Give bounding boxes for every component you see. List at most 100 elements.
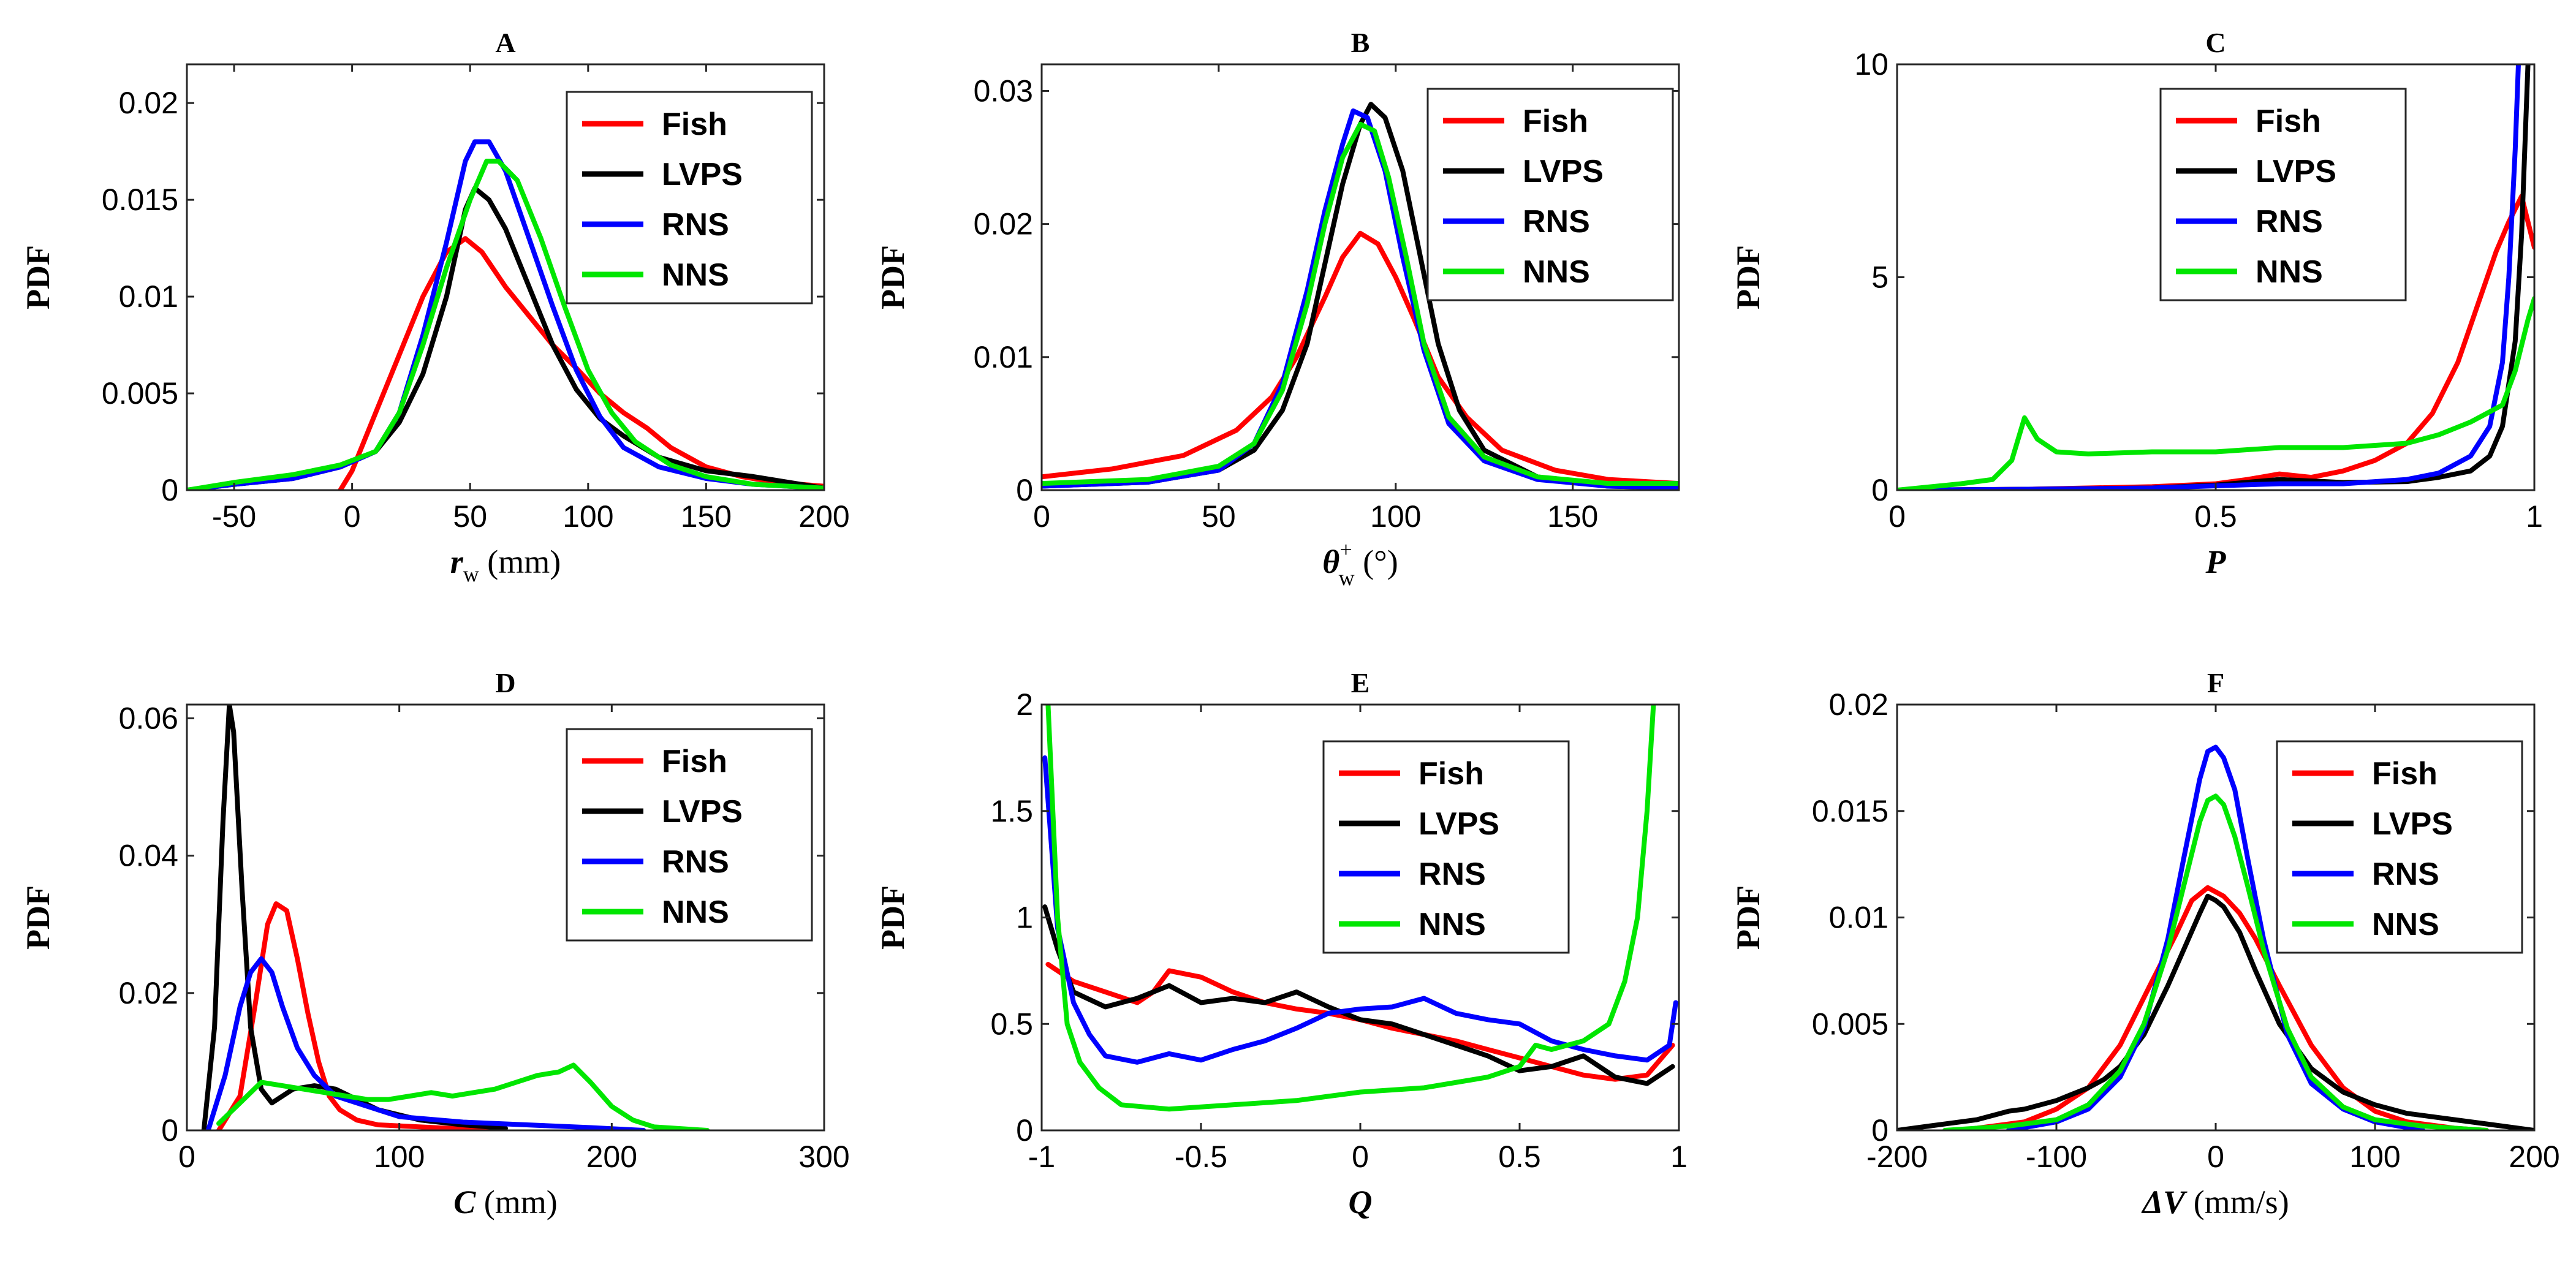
series-group — [1897, 744, 2534, 1130]
y-tick-label: 0.01 — [1829, 901, 1888, 935]
legend-box — [2276, 740, 2523, 954]
legend-label-nns: NNS — [2256, 254, 2323, 290]
y-tick-label: 0 — [1871, 1113, 1888, 1148]
plot-frame — [186, 63, 825, 491]
y-tick-label: 0.02 — [119, 86, 178, 120]
y-axis-label: PDF — [20, 885, 56, 950]
series-line-fish — [1958, 885, 2489, 1130]
panel-title: B — [1351, 27, 1370, 58]
y-tick-label: 0.02 — [119, 976, 178, 1010]
x-tick-label: 0.5 — [1498, 1140, 1541, 1174]
series-line-lvps — [1897, 893, 2534, 1130]
x-tick-label: -0.5 — [1175, 1140, 1227, 1174]
legend-label-fish: Fish — [2372, 756, 2438, 792]
x-tick-label: 50 — [453, 499, 487, 534]
x-axis-label: ΔV (mm/s) — [2141, 1184, 2289, 1220]
y-tick-label: 0.005 — [1812, 1007, 1888, 1041]
y-tick-label: 0 — [1016, 473, 1033, 507]
panel-a: -50 0 50 100 150 200 0 0.005 0.01 0.015 0.02 A PDF rw… — [20, 27, 850, 586]
y-tick-label: 0.02 — [974, 207, 1033, 241]
x-tick-label: 0 — [178, 1140, 195, 1174]
x-axis-label: P — [2205, 543, 2227, 580]
legend-label-lvps: LVPS — [2256, 154, 2336, 189]
panel-d: 0 100 200 300 0 0.02 0.04 0.06 D PDF C (mm) Fish LVP… — [20, 667, 850, 1220]
series-group — [187, 139, 824, 490]
x-axis-variable: ΔV — [2141, 1184, 2188, 1220]
legend-label-nns: NNS — [1419, 907, 1486, 942]
x-axis-superscript: + — [1339, 537, 1352, 562]
plot-frame — [1040, 63, 1680, 491]
series-line-lvps — [1042, 102, 1679, 490]
legend-label-lvps: LVPS — [1523, 154, 1604, 189]
series-line-fish — [338, 236, 824, 490]
legend-label-nns: NNS — [662, 894, 729, 930]
y-tick-label: 0.015 — [1812, 794, 1888, 828]
y-tick-label: 0 — [1871, 473, 1888, 507]
legend-box — [566, 91, 813, 304]
x-axis-unit: (mm) — [475, 1184, 557, 1220]
legend-box — [566, 728, 813, 942]
panel-title: F — [2207, 667, 2224, 698]
plot-frame — [186, 703, 825, 1132]
x-tick-label: -200 — [1866, 1140, 1928, 1174]
y-axis-label: PDF — [874, 885, 911, 950]
legend-label-fish: Fish — [662, 107, 727, 142]
x-axis-unit: (°) — [1355, 543, 1398, 580]
panel-title: D — [495, 667, 515, 698]
legend-box — [1322, 740, 1570, 954]
legend-label-lvps: LVPS — [662, 157, 743, 192]
x-tick-label: 0 — [1888, 499, 1906, 534]
legend-label-nns: NNS — [1523, 254, 1590, 290]
x-tick-label: 200 — [586, 1140, 637, 1174]
y-tick-label: 0.02 — [1829, 687, 1888, 722]
legend: Fish LVPS RNS NNS — [566, 91, 813, 304]
x-axis-subscript: w — [1339, 565, 1355, 590]
x-axis-label: C (mm) — [453, 1184, 558, 1220]
x-tick-label: -1 — [1028, 1140, 1055, 1174]
series-line-nns — [1045, 705, 1656, 1112]
series-group — [1042, 705, 1678, 1112]
x-tick-label: 100 — [374, 1140, 425, 1174]
y-tick-label: 2 — [1016, 687, 1033, 722]
y-tick-label: 0.06 — [119, 701, 178, 735]
x-tick-label: 300 — [798, 1140, 849, 1174]
legend-label-fish: Fish — [2256, 104, 2321, 139]
x-axis-subscript: w — [463, 562, 479, 586]
y-tick-label: 0.04 — [119, 839, 178, 873]
y-tick-label: 0 — [161, 473, 178, 507]
y-tick-label: 0.015 — [102, 183, 178, 217]
legend-label-rns: RNS — [2372, 857, 2439, 892]
x-axis-variable: θ — [1322, 543, 1339, 580]
legend-label-rns: RNS — [662, 207, 729, 243]
series-group — [1042, 102, 1679, 490]
y-axis-label: PDF — [1730, 885, 1767, 950]
series-line-lvps — [201, 705, 508, 1130]
legend-label-rns: RNS — [2256, 204, 2323, 240]
x-tick-label: 1 — [1670, 1140, 1688, 1174]
legend-label-fish: Fish — [1419, 756, 1484, 792]
legend-label-lvps: LVPS — [662, 794, 743, 830]
y-tick-label: 0.01 — [974, 340, 1033, 374]
legend: Fish LVPS RNS NNS — [2159, 88, 2407, 301]
panel-f: -200 -100 0 100 200 0 0.005 0.01 0.015 0.02 F PDF ΔV… — [1730, 667, 2560, 1220]
panel-title: C — [2205, 27, 2226, 58]
series-line-rns — [1897, 64, 2521, 490]
legend-label-rns: RNS — [1523, 204, 1590, 240]
x-tick-label: 0 — [344, 499, 361, 534]
x-tick-label: 0 — [2207, 1140, 2224, 1174]
x-tick-label: 0.5 — [2194, 499, 2237, 534]
x-tick-label: 100 — [1370, 499, 1421, 534]
legend: Fish LVPS RNS NNS — [2276, 740, 2523, 954]
x-tick-label: 150 — [1547, 499, 1598, 534]
x-tick-label: 200 — [798, 499, 849, 534]
panel-title: A — [495, 27, 515, 58]
x-tick-label: 50 — [1202, 499, 1236, 534]
x-tick-label: 150 — [681, 499, 732, 534]
x-axis-unit: (mm) — [479, 543, 561, 580]
x-axis-variable: Q — [1349, 1184, 1373, 1220]
x-axis-variable: r — [450, 543, 464, 580]
legend: Fish LVPS RNS NNS — [1322, 740, 1570, 954]
x-tick-label: -50 — [212, 499, 256, 534]
